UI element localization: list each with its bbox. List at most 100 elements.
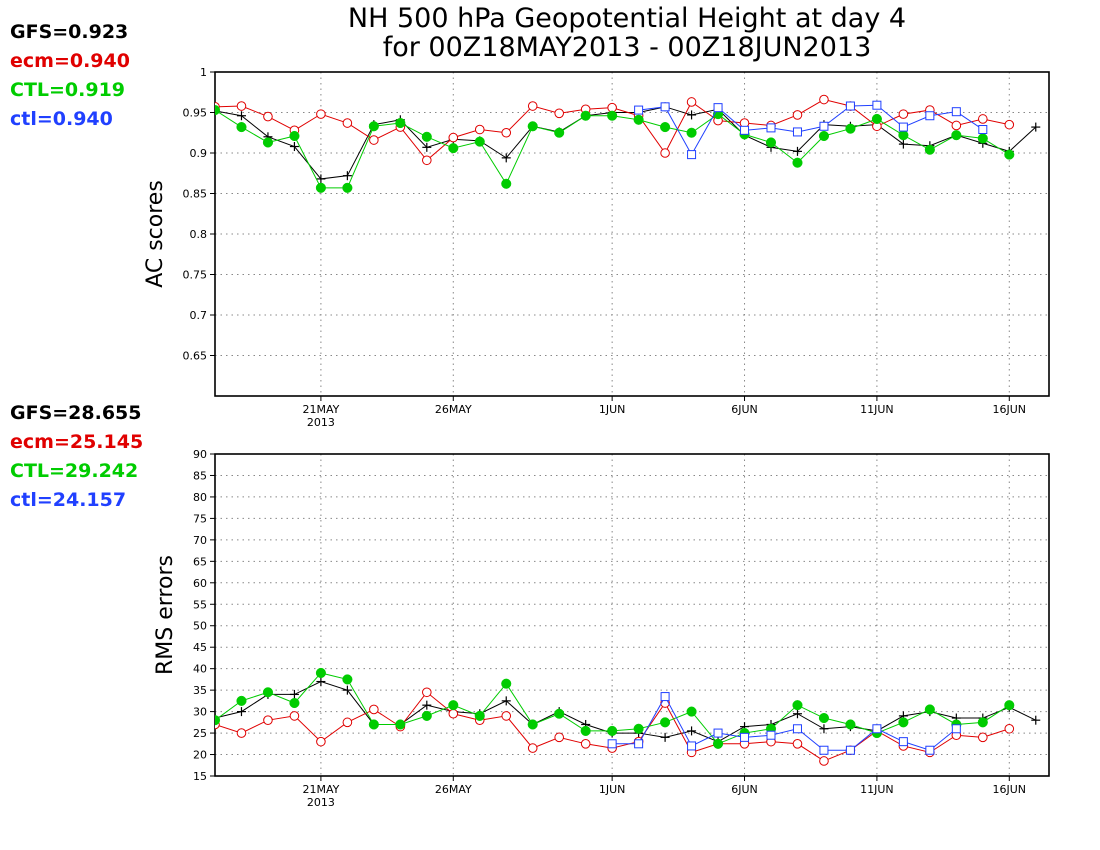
point-ecm	[819, 94, 829, 105]
score-ctl-label: ctl=0.940	[10, 108, 113, 130]
point-ctl	[342, 182, 353, 193]
x-tick-label: 21MAY	[302, 403, 339, 416]
point-gfs	[1031, 715, 1041, 725]
point-ecm	[422, 687, 432, 698]
point-ctl	[819, 121, 829, 131]
point-ctl	[448, 143, 459, 154]
point-ctl	[395, 719, 406, 730]
point-gfs	[422, 142, 432, 152]
point-ctl	[315, 182, 326, 193]
point-ctl	[1004, 149, 1015, 160]
point-ecm	[1004, 119, 1015, 130]
point-ctl	[236, 122, 247, 133]
point-ctl	[818, 712, 830, 724]
point-ctl	[818, 130, 830, 142]
point-ecm	[792, 739, 803, 749]
point-ctl	[421, 710, 432, 721]
y-tick-label: 0.8	[190, 228, 208, 241]
score-gfs-label: GFS=28.655	[10, 402, 142, 424]
point-gfs	[236, 707, 246, 717]
point-ctl	[819, 745, 829, 755]
point-ctl	[792, 700, 803, 711]
point-ctl	[634, 105, 644, 115]
point-ctl	[315, 667, 326, 679]
y-tick-label: 20	[193, 749, 207, 762]
point-ctl	[633, 114, 644, 125]
point-ctl	[872, 724, 882, 734]
point-gfs	[501, 696, 511, 706]
point-ecm	[263, 715, 273, 725]
point-ecm	[898, 109, 909, 119]
point-gfs	[342, 685, 352, 695]
point-ctl	[236, 695, 247, 706]
point-ctl	[687, 741, 697, 751]
x-tick-label: 11JUN	[860, 403, 894, 416]
point-ecm	[951, 120, 962, 131]
x-tick-label: 26MAY	[435, 783, 472, 796]
point-ctl	[342, 674, 353, 685]
point-ecm	[501, 711, 512, 721]
point-ecm	[342, 717, 353, 728]
point-gfs	[792, 709, 802, 719]
y-tick-label: 75	[193, 512, 207, 525]
point-ctl	[712, 738, 724, 749]
point-ecm	[448, 708, 459, 719]
y-tick-label: 0.7	[190, 309, 208, 322]
point-ctl	[792, 127, 802, 137]
point-gfs	[792, 146, 802, 156]
point-ctl	[660, 717, 671, 728]
y-tick-label: 25	[193, 727, 207, 740]
point-ctl	[474, 710, 485, 721]
point-ctl	[634, 739, 644, 749]
point-ctl	[898, 717, 909, 728]
point-ctl	[215, 715, 221, 726]
point-ecm	[819, 756, 829, 766]
point-ctl	[215, 105, 221, 116]
point-ctl	[898, 737, 908, 747]
y-tick-label: 35	[193, 684, 207, 697]
point-ctl	[262, 137, 274, 148]
point-ctl	[898, 122, 908, 132]
x-tick-label: 1JUN	[599, 783, 626, 796]
point-ctl	[448, 700, 459, 711]
x-tick-label: 16JUN	[993, 403, 1027, 416]
point-ctl	[607, 725, 618, 736]
point-ecm	[369, 135, 379, 145]
point-ctl	[845, 123, 856, 134]
point-ecm	[342, 118, 353, 128]
x-tick-label: 11JUN	[860, 783, 894, 796]
point-ctl	[740, 125, 750, 135]
y-tick-label: 15	[193, 770, 207, 783]
y-tick-label: 0.9	[190, 147, 208, 160]
y-tick-label: 55	[193, 598, 207, 611]
point-ctl	[1004, 700, 1015, 711]
x-tick-label: 6JUN	[731, 783, 758, 796]
point-gfs	[289, 142, 299, 152]
point-ctl	[845, 101, 855, 111]
point-ctl	[872, 100, 882, 110]
point-ctl	[395, 117, 406, 129]
y-tick-label: 50	[193, 620, 207, 633]
point-ecm	[1004, 723, 1015, 734]
x-tick-label: 21MAY	[302, 783, 339, 796]
point-ecm	[263, 111, 273, 122]
point-ctl	[368, 121, 379, 132]
point-ctl	[925, 111, 935, 121]
plot-frame	[214, 453, 1050, 777]
point-ctl	[660, 692, 670, 702]
score-ctl-label: ctl=24.157	[10, 489, 126, 511]
x-tick-sublabel: 2013	[307, 796, 335, 809]
score-ctl-label: CTL=0.919	[10, 79, 125, 101]
y-tick-label: 65	[193, 555, 207, 568]
point-ctl	[289, 130, 300, 142]
score-ctl-label: CTL=29.242	[10, 460, 138, 482]
point-gfs	[660, 732, 670, 742]
point-ctl	[924, 704, 935, 715]
point-gfs	[898, 139, 908, 149]
x-tick-label: 1JUN	[599, 403, 626, 416]
point-ctl	[924, 144, 935, 155]
point-gfs	[289, 689, 299, 699]
point-ctl	[687, 150, 697, 160]
y-axis-label: AC scores	[143, 180, 168, 288]
